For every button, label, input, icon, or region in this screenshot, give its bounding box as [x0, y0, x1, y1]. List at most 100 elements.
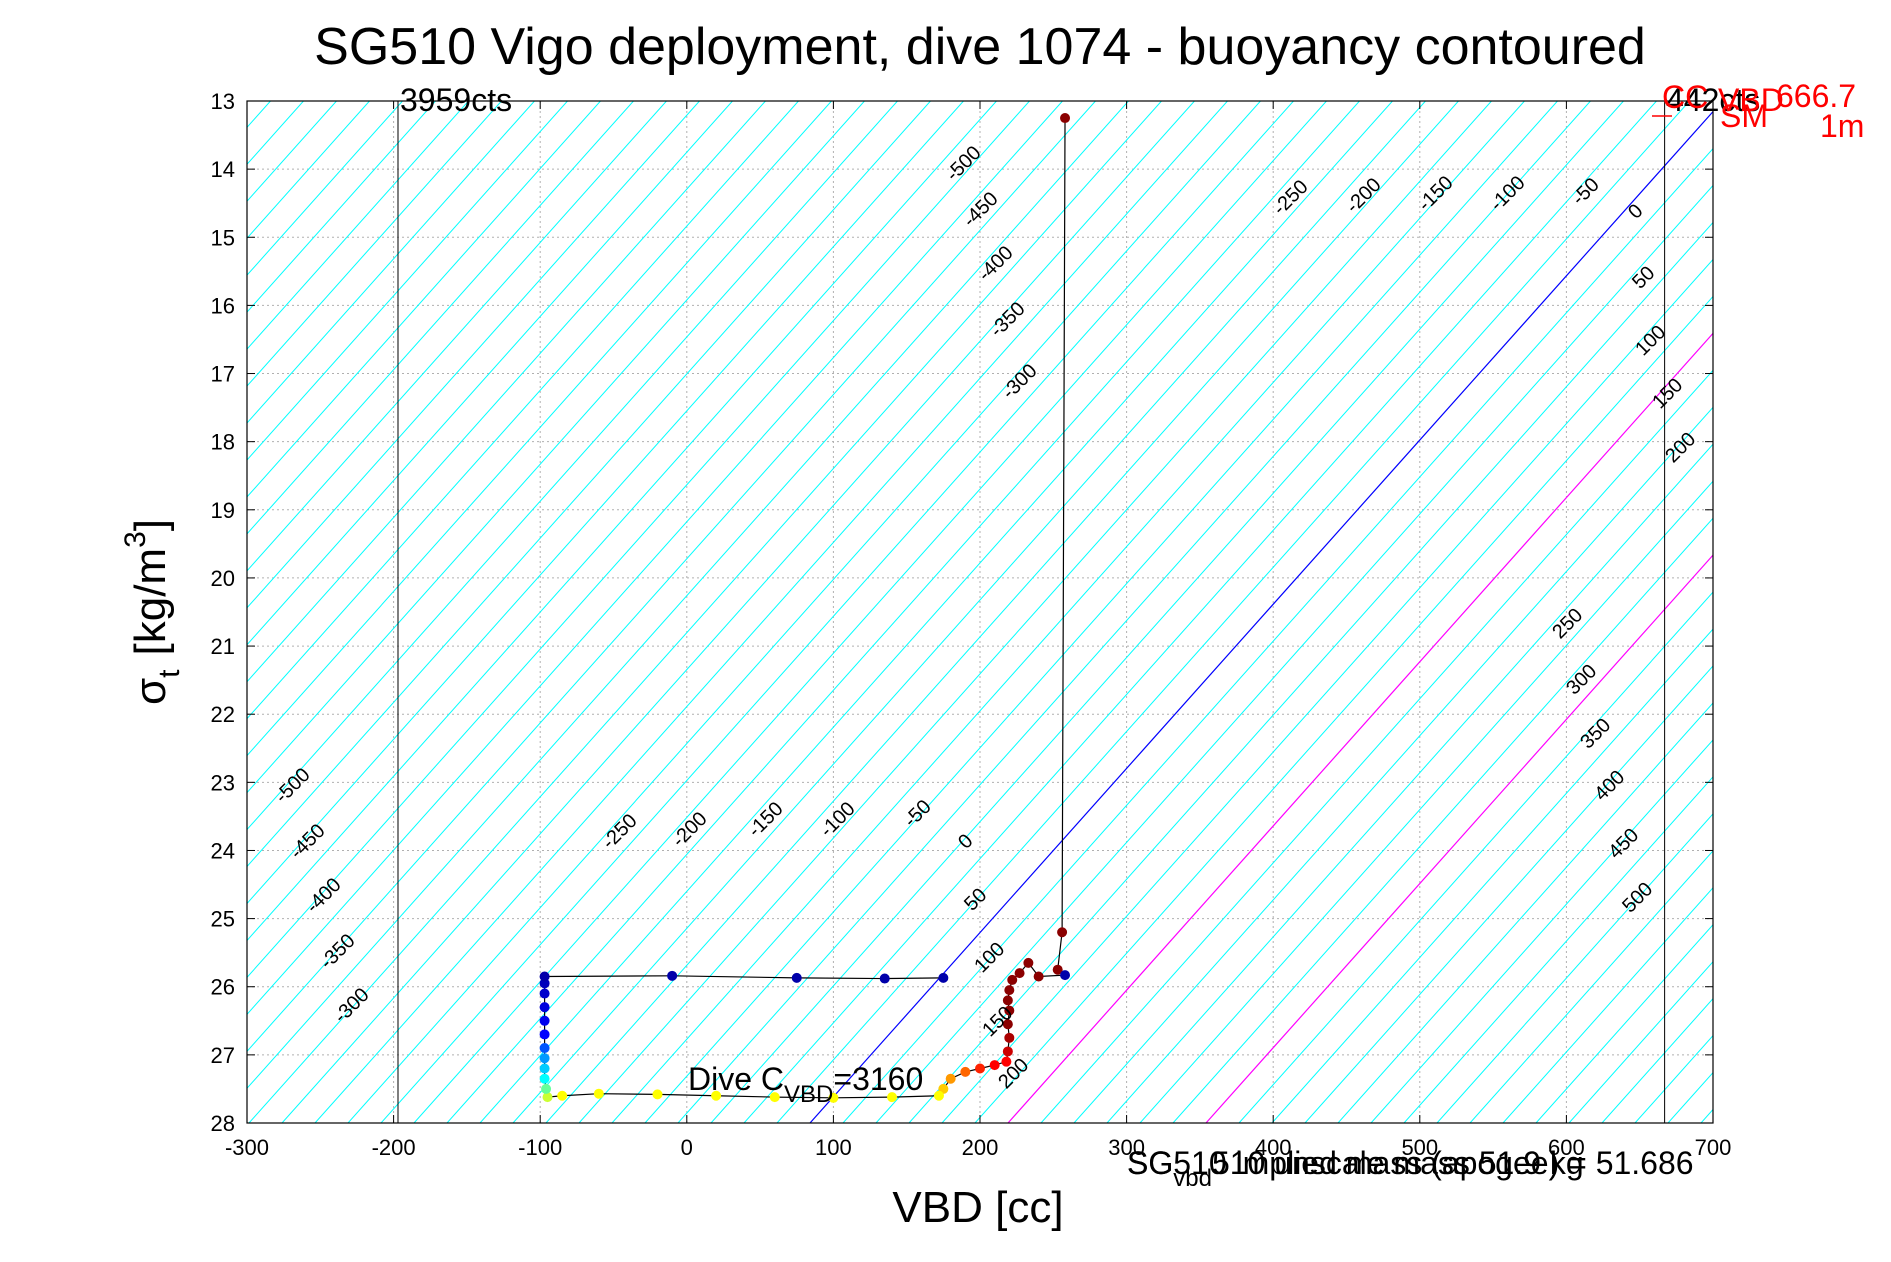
trace-point: [711, 1090, 722, 1101]
trace-point: [989, 1060, 1000, 1071]
contour-line: [1502, 887, 1713, 1123]
y-tick-label: 28: [211, 1111, 235, 1136]
chart-title: SG510 Vigo deployment, dive 1074 - buoya…: [314, 18, 1646, 76]
trace-point: [593, 1088, 604, 1099]
y-tick-label: 14: [211, 157, 235, 182]
y-tick-label: 19: [211, 498, 235, 523]
trace-point: [879, 973, 890, 984]
trace-point: [541, 1083, 552, 1094]
trace-point: [960, 1066, 971, 1077]
contour-line: [247, 101, 799, 720]
trace-point: [539, 1063, 550, 1074]
contour-line: [743, 101, 1657, 1123]
x-tick-label: -100: [518, 1135, 562, 1160]
trace-point: [539, 1053, 550, 1064]
x-tick-label: 500: [1401, 1135, 1438, 1160]
trace-point: [1002, 1019, 1013, 1030]
trace-point: [539, 1015, 550, 1026]
contour-line: [1040, 369, 1713, 1123]
dive-cvbd-annotation: Dive CVBD=3160: [688, 1061, 923, 1108]
trace-point: [769, 1092, 780, 1103]
contour-line: [347, 101, 1261, 1123]
vbd-mass-prefix: SG: [1127, 1145, 1173, 1181]
trace-point: [1004, 1032, 1015, 1043]
dive-cvbd-sub: VBD: [784, 1081, 833, 1108]
y-tick-label: 27: [211, 1043, 235, 1068]
red-sm-label: SM: [1720, 98, 1768, 134]
contour-line: [512, 101, 1426, 1123]
x-tick-label: 600: [1548, 1135, 1585, 1160]
trace-point: [933, 1090, 944, 1101]
contour-line: [247, 101, 733, 646]
y-axis-sigma: σ: [126, 678, 175, 705]
contour-line: [247, 101, 865, 794]
contour-line: [1106, 443, 1713, 1123]
trace-point: [887, 1092, 898, 1103]
contour-line: [1370, 739, 1713, 1123]
vbd-mass-rest: 510 unscale mass 51.9 kg: [1212, 1145, 1584, 1181]
trace-point: [938, 972, 949, 983]
contour-line: [1436, 813, 1713, 1123]
y-axis-unit: [kg/m: [126, 548, 175, 656]
left-vbd-limit-label: 3959cts: [400, 82, 512, 118]
x-tick-label: -300: [225, 1135, 269, 1160]
red-vbd-label: VBD: [1718, 82, 1784, 118]
contour-line: [247, 101, 1129, 1090]
trace-point: [542, 1092, 553, 1103]
trace-point: [667, 970, 678, 981]
trace-point: [1052, 964, 1063, 975]
contour-line: [875, 184, 1713, 1123]
red-1m-label: 1m: [1820, 108, 1864, 144]
trace-point: [1007, 974, 1018, 985]
contour-line: [842, 147, 1713, 1123]
contour-line: [247, 101, 667, 572]
trace-point: [1033, 971, 1044, 982]
vbd-mass-sub: vbd: [1173, 1165, 1212, 1192]
y-tick-label: 24: [211, 838, 235, 863]
x-tick-label: 0: [681, 1135, 693, 1160]
trace-point: [1001, 1056, 1012, 1067]
contour-line: [446, 101, 1360, 1123]
trace-point: [539, 1043, 550, 1054]
y-tick-label: 16: [211, 293, 235, 318]
y-axis-sub: t: [153, 669, 186, 678]
contour-line: [247, 101, 403, 276]
contour-line: [247, 101, 1096, 1053]
contour-line: [776, 101, 1690, 1123]
trace-point: [1004, 985, 1015, 996]
y-tick-label: 26: [211, 975, 235, 1000]
contour-line: [1403, 776, 1713, 1123]
y-tick-label: 13: [211, 89, 235, 114]
trace-point: [1014, 968, 1025, 979]
y-tick-label: 17: [211, 362, 235, 387]
implied-mass-annotation: SG510 implied mass (apogee) = 51.686: [1127, 1145, 1694, 1181]
trace-point: [652, 1089, 663, 1100]
red-value-label: 666.7: [1776, 78, 1856, 114]
y-axis-ticks: 13 14 15 16 17 18 19 20 21 22 23 24 25 26 27 28: [211, 89, 1713, 1136]
contour-line: [247, 101, 898, 831]
y-axis-label-text: σt [kg/m3]: [119, 519, 186, 705]
contour-line: [247, 101, 502, 387]
contour-line: [413, 101, 1327, 1123]
trace-point: [1002, 1046, 1013, 1057]
contour-line: [247, 101, 634, 535]
contour-line: [1271, 628, 1713, 1123]
contour-line: [1205, 554, 1713, 1123]
y-tick-label: 15: [211, 225, 235, 250]
trace-point: [557, 1090, 568, 1101]
dive-cvbd-value: =3160: [833, 1061, 923, 1097]
trace-point: [945, 1073, 956, 1084]
contour-line: [1073, 406, 1713, 1123]
y-axis-close: ]: [126, 519, 175, 531]
dive-trace: [539, 113, 1071, 1103]
contour-line: [1469, 850, 1713, 1123]
x-axis-ticks: -300 -200 -100 0 100 200 300 400 500 600 700: [225, 101, 1731, 1160]
x-tick-label: 700: [1695, 1135, 1732, 1160]
contour-line: [1007, 332, 1713, 1123]
contour-line: [247, 101, 535, 424]
y-tick-label: 21: [211, 634, 235, 659]
contour-line: [247, 101, 766, 683]
trace-point: [539, 1029, 550, 1040]
contour-line: [247, 101, 931, 868]
